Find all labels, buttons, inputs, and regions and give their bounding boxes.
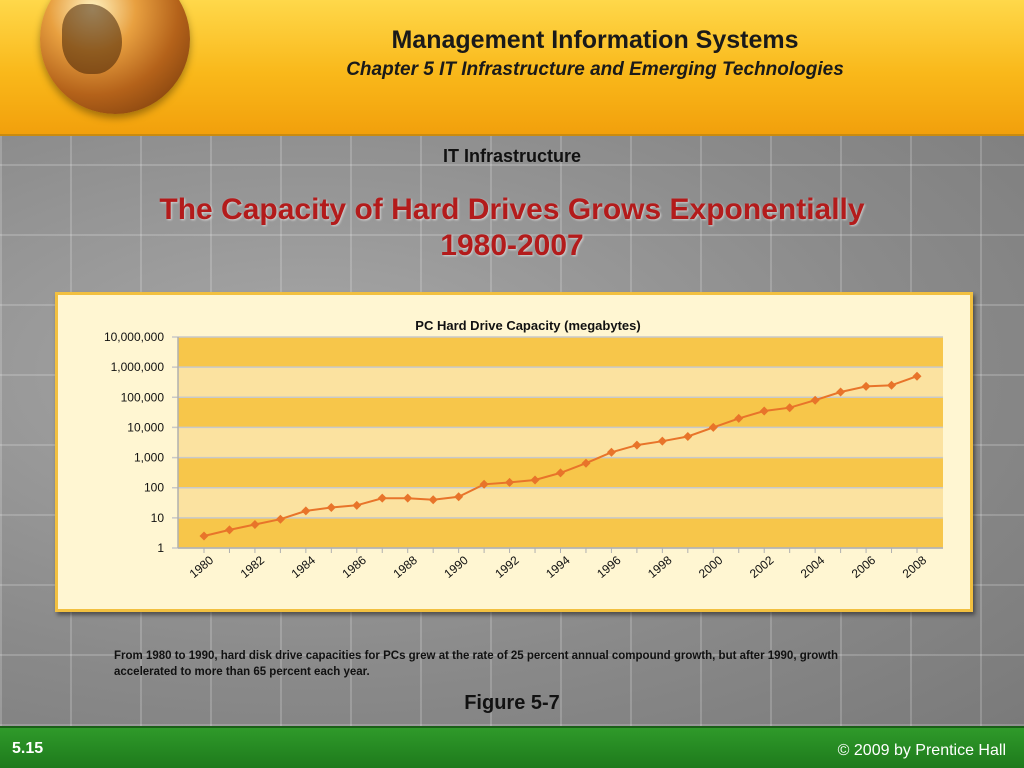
data-point <box>887 380 897 390</box>
chart-band <box>178 517 943 548</box>
slide-title: The Capacity of Hard Drives Grows Expone… <box>0 192 1024 264</box>
data-point <box>657 436 667 446</box>
data-point <box>250 520 260 530</box>
data-point <box>734 413 744 423</box>
chart-band <box>178 367 943 398</box>
data-point <box>326 503 336 513</box>
y-tick-label: 1 <box>157 541 164 555</box>
y-tick-label: 10,000 <box>127 420 164 434</box>
y-tick-label: 1,000 <box>134 451 164 465</box>
section-label: IT Infrastructure <box>442 146 582 166</box>
data-point <box>632 440 642 450</box>
x-tick-label: 1980 <box>187 553 217 581</box>
data-point <box>505 477 515 487</box>
slide-footer: 5.15 © 2009 by Prentice Hall <box>0 726 1024 768</box>
x-tick-label: 2002 <box>747 553 777 581</box>
data-point <box>479 479 489 489</box>
x-tick-label: 2006 <box>849 553 879 581</box>
x-tick-label: 1982 <box>238 553 268 581</box>
data-point <box>224 525 234 535</box>
slide-number: 5.15 <box>12 740 44 757</box>
data-point <box>606 447 616 457</box>
globe-logo-icon <box>40 0 190 114</box>
data-point <box>428 495 438 505</box>
data-point <box>581 458 591 468</box>
data-point <box>530 475 540 485</box>
data-point <box>810 395 820 405</box>
chart-band <box>178 397 943 428</box>
data-point <box>912 371 922 381</box>
slide-title-line1: The Capacity of Hard Drives Grows Expone… <box>159 193 865 226</box>
figure-label: Figure 5-7 <box>464 692 560 714</box>
x-tick-label: 1992 <box>492 553 522 581</box>
data-point <box>759 406 769 416</box>
chart-band <box>178 337 943 368</box>
data-point <box>199 531 209 541</box>
slide-header: Management Information Systems Chapter 5… <box>0 0 1024 136</box>
data-point <box>708 422 718 432</box>
copyright-notice: © 2009 by Prentice Hall <box>837 742 1006 759</box>
x-tick-label: 2004 <box>798 553 828 581</box>
data-point <box>377 493 387 503</box>
data-point <box>352 500 362 510</box>
y-tick-label: 100 <box>144 481 164 495</box>
x-tick-label: 1994 <box>543 553 573 581</box>
data-point <box>836 387 846 397</box>
data-point <box>301 506 311 516</box>
y-tick-label: 10 <box>151 511 165 525</box>
chart-panel: PC Hard Drive Capacity (megabytes) 1 10 10… <box>55 292 973 612</box>
x-tick-label: 1996 <box>594 553 624 581</box>
x-tick-label: 1998 <box>645 553 675 581</box>
data-point <box>556 468 565 478</box>
hard-drive-capacity-chart: PC Hard Drive Capacity (megabytes) 1 10 10… <box>104 318 943 581</box>
data-point <box>683 432 693 442</box>
data-point <box>785 403 795 413</box>
chart-band <box>178 487 943 518</box>
chapter-title: Chapter 5 IT Infrastructure and Emerging… <box>346 59 844 80</box>
data-point <box>275 514 285 524</box>
data-point <box>861 381 871 391</box>
x-tick-label: 1984 <box>289 553 319 581</box>
chart-title: PC Hard Drive Capacity (megabytes) <box>415 318 640 333</box>
y-tick-label: 10,000,000 <box>104 330 164 344</box>
x-tick-label: 1990 <box>441 553 471 581</box>
data-point <box>454 492 464 502</box>
course-title: Management Information Systems <box>391 26 799 54</box>
figure-caption: From 1980 to 1990, hard disk drive capac… <box>114 650 839 678</box>
y-tick-label: 100,000 <box>121 390 165 404</box>
x-tick-label: 1988 <box>390 553 420 581</box>
data-point <box>403 493 413 503</box>
y-tick-label: 1,000,000 <box>111 360 165 374</box>
chart-band <box>178 427 943 458</box>
x-tick-label: 2000 <box>696 553 726 581</box>
x-tick-label: 1986 <box>339 553 369 581</box>
slide-title-line2: 1980-2007 <box>440 229 584 262</box>
x-tick-label: 2008 <box>900 553 930 581</box>
